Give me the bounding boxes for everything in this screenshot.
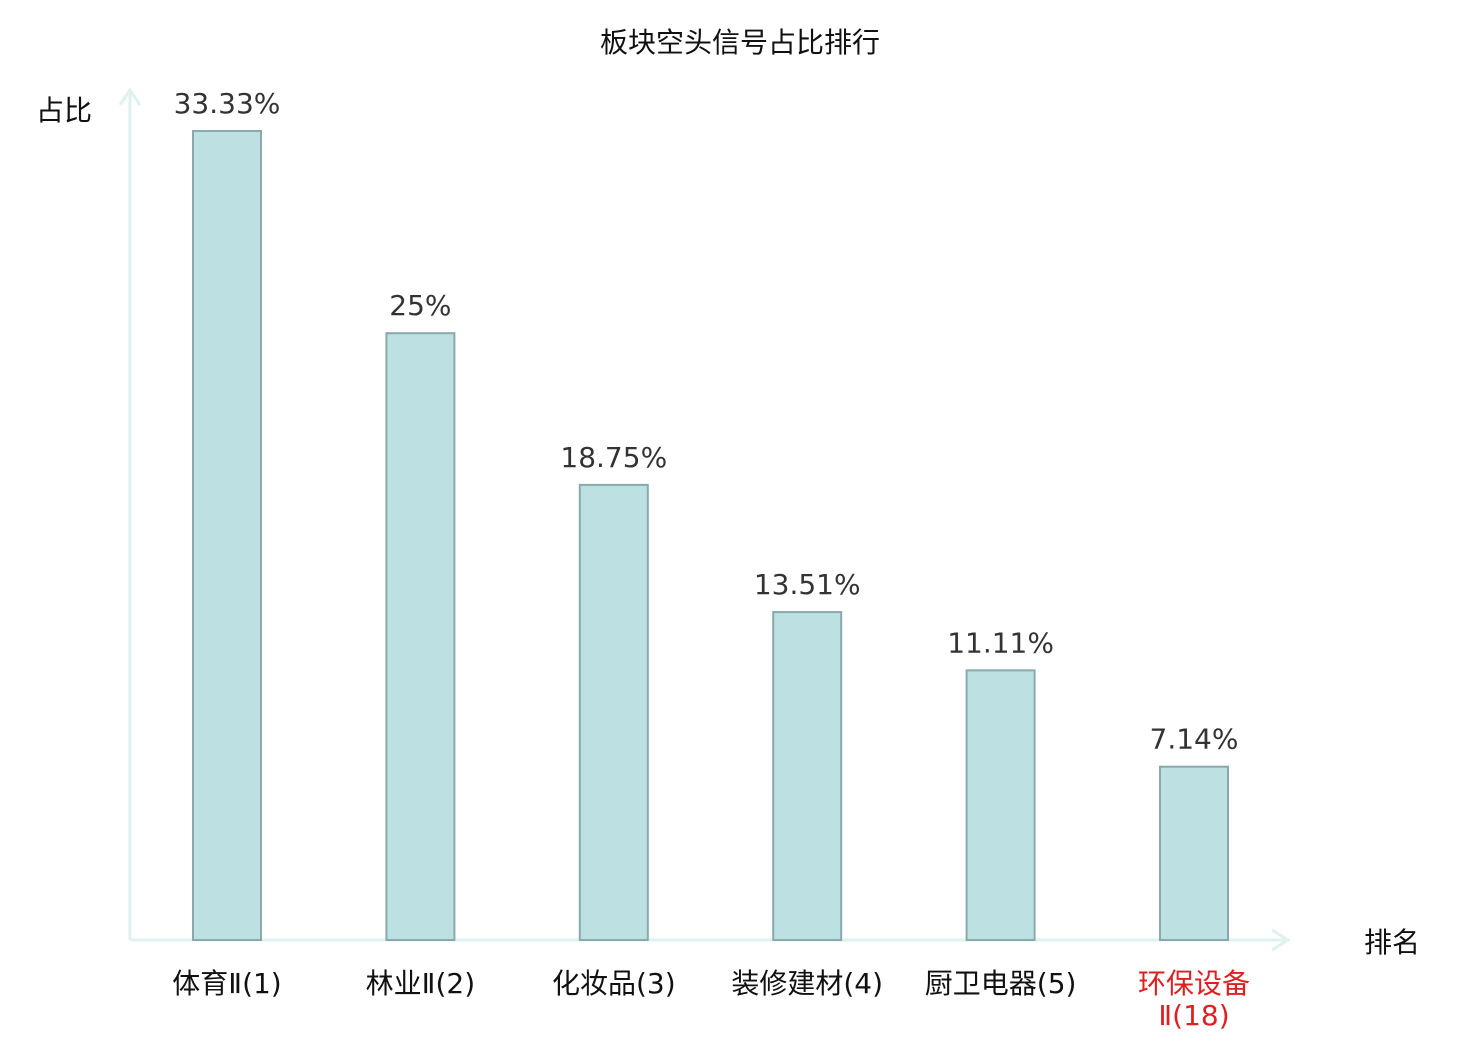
tick-label-name: 林业Ⅱ xyxy=(366,967,436,1000)
bar-3 xyxy=(578,483,649,941)
bars-group: 33.33% 体育Ⅱ(1) 25% 林业Ⅱ(2) 18.75% 化妆品(3) 13.51% 装… xyxy=(172,87,1250,1032)
tick-label-5: 厨卫电器(5) xyxy=(925,967,1077,1000)
tick-label-name: 化妆品 xyxy=(552,967,636,1000)
tick-label-rank: (2) xyxy=(435,967,475,1000)
value-label-3: 18.75% xyxy=(560,441,667,474)
bar-1 xyxy=(192,130,262,941)
bar-5 xyxy=(965,669,1036,941)
tick-label-rank: (4) xyxy=(843,967,883,1000)
value-label-6: 7.14% xyxy=(1150,723,1239,756)
tick-label-rank: (5) xyxy=(1037,967,1077,1000)
y-axis-label: 占比 xyxy=(36,94,92,127)
tick-label-rank: (3) xyxy=(636,967,676,1000)
tick-label-4: 装修建材(4) xyxy=(731,967,883,1000)
tick-label-name: 体育Ⅱ xyxy=(172,967,242,1000)
tick-label-3: 化妆品(3) xyxy=(552,967,676,1000)
axes xyxy=(118,87,1291,952)
tick-label-1: 体育Ⅱ(1) xyxy=(172,967,281,1000)
tick-label-2: 林业Ⅱ(2) xyxy=(366,967,475,1000)
bar-4 xyxy=(772,611,843,942)
value-label-5: 11.11% xyxy=(947,626,1054,659)
value-label-1: 33.33% xyxy=(174,87,281,120)
bar-6 xyxy=(1159,765,1229,942)
chart-title: 板块空头信号占比排行 xyxy=(600,26,880,59)
x-axis-label: 排名 xyxy=(1364,926,1420,959)
value-label-4: 13.51% xyxy=(754,568,861,601)
value-label-2: 25% xyxy=(389,289,451,322)
tick-label-name: 厨卫电器 xyxy=(925,967,1037,1000)
bar-2 xyxy=(385,332,456,941)
tick-label-rank: (1) xyxy=(242,967,282,1000)
tick-label-name: 装修建材 xyxy=(731,967,843,1000)
y-axis-arrow xyxy=(118,87,142,106)
tick-label-6-name: 环保设备 xyxy=(1138,967,1250,1000)
tick-label-6-rank: Ⅱ(18) xyxy=(1158,999,1229,1032)
x-axis-arrow xyxy=(1271,928,1291,952)
